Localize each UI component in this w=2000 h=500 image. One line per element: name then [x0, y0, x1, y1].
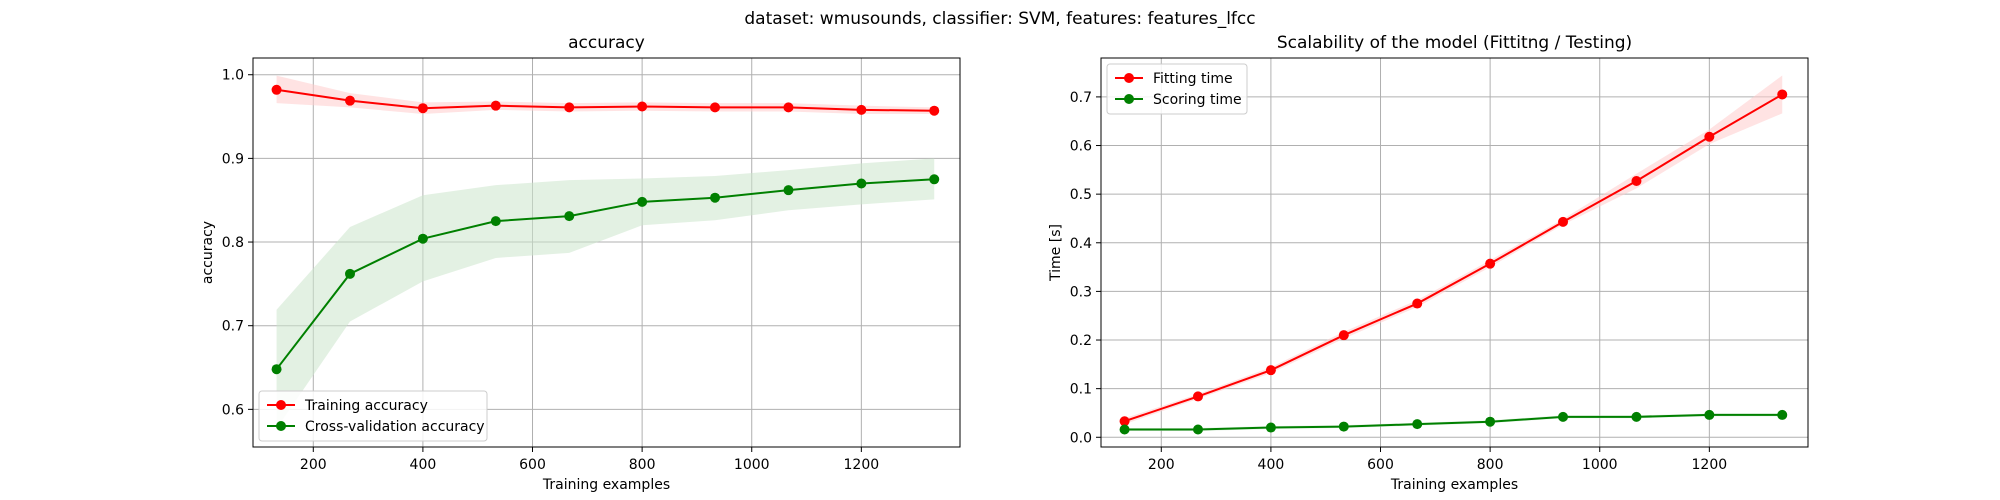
data-point [345, 268, 356, 279]
data-point [1119, 416, 1130, 427]
data-point [417, 103, 428, 114]
data-point [1412, 298, 1423, 309]
data-point [1119, 424, 1130, 435]
data-point [417, 233, 428, 244]
series-line-1 [1124, 413, 1783, 431]
data-point [856, 178, 867, 189]
y-tick-label: 0.7 [1070, 90, 1092, 106]
data-point [783, 102, 794, 113]
x-tick-label: 1000 [734, 457, 770, 473]
y-tick-label: 0.4 [1070, 236, 1092, 252]
data-point [637, 101, 648, 112]
legend: Training accuracy Cross-validation accura… [258, 390, 488, 442]
x-tick-label: 200 [1148, 457, 1175, 473]
data-point [929, 174, 940, 185]
data-point [1485, 258, 1496, 269]
data-point [1338, 421, 1349, 432]
legend-box [258, 390, 488, 442]
y-axis-label: Time [s] [1048, 224, 1064, 282]
x-tick-label: 200 [300, 457, 327, 473]
x-tick-label: 600 [519, 457, 546, 473]
legend-box [1106, 63, 1248, 115]
y-tick-label: 0.6 [222, 402, 244, 418]
x-tick-label: 400 [1258, 457, 1285, 473]
x-tick-label: 800 [1477, 457, 1504, 473]
data-point [564, 102, 575, 113]
data-point [1412, 419, 1423, 430]
axes-frame [1100, 57, 1809, 448]
y-tick-label: 0.7 [222, 319, 244, 335]
data-point [1704, 409, 1715, 420]
data-point [1265, 365, 1276, 376]
series-line-1 [275, 178, 935, 370]
series-line-0 [1124, 93, 1783, 423]
data-point [1558, 411, 1569, 422]
x-tick-label: 400 [410, 457, 437, 473]
data-point [1193, 391, 1204, 402]
chart-title: accuracy [568, 33, 645, 53]
data-point [271, 364, 282, 375]
series-band-0 [1124, 75, 1783, 425]
y-tick-label: 1.0 [222, 68, 244, 84]
data-point [856, 104, 867, 115]
data-point [710, 102, 721, 113]
y-tick-label: 0.9 [222, 151, 244, 167]
x-axis-label: Training examples [1390, 477, 1518, 493]
x-tick-label: 1200 [1692, 457, 1728, 473]
series-band-0 [276, 75, 935, 115]
data-point [1558, 216, 1569, 227]
data-point [710, 192, 721, 203]
data-point [1777, 409, 1788, 420]
x-tick-label: 800 [629, 457, 656, 473]
data-point [1485, 416, 1496, 427]
data-point [637, 196, 648, 207]
legend-label: Fitting time [1153, 71, 1233, 87]
x-tick-label: 1000 [1582, 457, 1618, 473]
y-axis-label: accuracy [200, 221, 216, 284]
data-point [929, 105, 940, 116]
y-tick-label: 0.6 [1070, 139, 1092, 155]
data-point [1265, 422, 1276, 433]
data-point [783, 185, 794, 196]
series-line-0 [276, 88, 935, 112]
accuracy-chart: 200 400 600 800 1000 1200 0.6 0.7 0.8 0.9 1.0 accur… [200, 33, 961, 493]
chart-title: Scalability of the model (Fittitng / Tes… [1277, 33, 1632, 53]
figure-suptitle: dataset: wmusounds, classifier: SVM, fea… [744, 9, 1255, 29]
legend-marker [1124, 94, 1134, 104]
legend-label: Scoring time [1153, 92, 1242, 108]
series-band-1 [276, 158, 935, 429]
x-axis-label: Training examples [542, 477, 670, 493]
data-point [271, 84, 282, 95]
legend-marker [276, 421, 286, 431]
y-tick-label: 0.1 [1070, 382, 1092, 398]
x-tick-label: 1200 [844, 457, 880, 473]
data-point [490, 100, 501, 111]
scalability-chart: 200 400 600 800 1000 1200 0.0 0.1 0.2 0.3 0.4 0.5 0.… [1048, 33, 1809, 493]
legend: Fitting time Scoring time [1106, 63, 1248, 115]
y-tick-label: 0.2 [1070, 333, 1092, 349]
axes-frame [252, 57, 961, 448]
data-point [1338, 330, 1349, 341]
y-tick-label: 0.3 [1070, 284, 1092, 300]
data-point [1631, 176, 1642, 187]
data-point [564, 211, 575, 222]
legend-marker [276, 400, 286, 410]
y-tick-label: 0.8 [222, 235, 244, 251]
data-point [1193, 424, 1204, 435]
legend-label: Training accuracy [304, 398, 428, 414]
data-point [345, 95, 356, 106]
legend-label: Cross-validation accuracy [305, 419, 485, 435]
x-tick-label: 600 [1367, 457, 1394, 473]
data-point [1704, 131, 1715, 142]
data-point [490, 216, 501, 227]
y-tick-label: 0.5 [1070, 187, 1092, 203]
data-point [1777, 89, 1788, 100]
data-point [1631, 411, 1642, 422]
legend-marker [1124, 73, 1134, 83]
y-tick-label: 0.0 [1070, 430, 1092, 446]
